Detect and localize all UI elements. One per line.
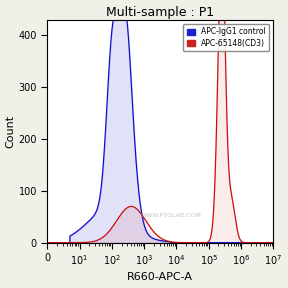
Legend: APC-IgG1 control, APC-65148(CD3): APC-IgG1 control, APC-65148(CD3)	[183, 24, 270, 52]
Text: WWW.PTGLAB.COM: WWW.PTGLAB.COM	[141, 213, 202, 218]
Y-axis label: Count: Count	[5, 115, 16, 148]
X-axis label: R660-APC-A: R660-APC-A	[127, 272, 193, 283]
Title: Multi-sample : P1: Multi-sample : P1	[106, 5, 214, 18]
